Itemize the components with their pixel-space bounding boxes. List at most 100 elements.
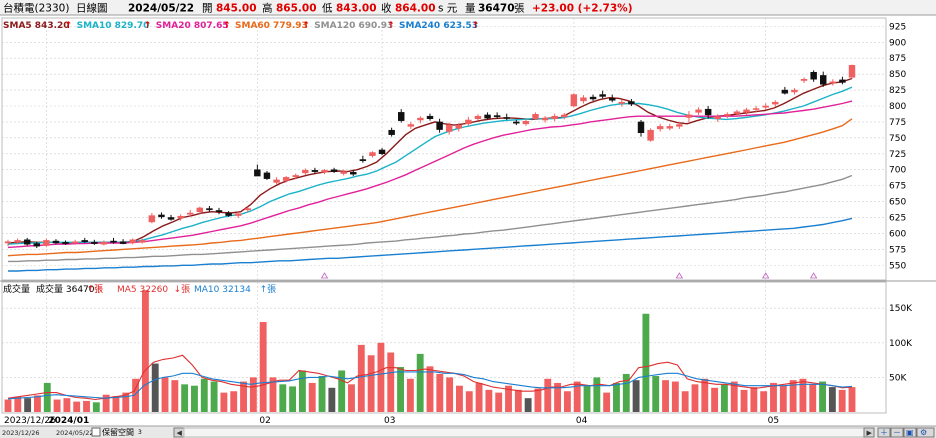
ma-legend-arrow: ↑	[387, 21, 395, 31]
volume-bar	[289, 386, 297, 412]
candlesticks	[4, 64, 856, 249]
candle-body	[14, 240, 21, 243]
volume-bar	[505, 385, 512, 412]
candle	[350, 169, 357, 177]
volume-bar	[210, 381, 218, 412]
zoom-out-button[interactable]	[890, 427, 904, 438]
candle-body	[465, 119, 472, 125]
ma-legend-item: SMA10 829.70	[77, 21, 150, 31]
ma-legend-item: SMA5 843.20	[3, 21, 70, 31]
candle-body	[139, 240, 146, 243]
candle-body	[609, 98, 616, 101]
candle-body	[532, 114, 539, 119]
volume-bar	[652, 376, 660, 412]
volume-bar	[720, 384, 728, 412]
ma-line-sma240	[8, 217, 853, 272]
volume-value: 36470	[478, 3, 515, 15]
ma-line-sma5	[7, 77, 853, 244]
ma-legend-item: SMA240 623.53	[399, 21, 478, 31]
candle-body	[91, 242, 98, 244]
candle	[234, 211, 242, 219]
candle	[503, 113, 510, 121]
candle-body	[676, 124, 683, 127]
volume-bar	[348, 384, 355, 412]
fit-view-icon: ▣	[906, 428, 914, 437]
candle	[599, 90, 606, 99]
candle-body	[71, 241, 79, 244]
ma-legend-item: SMA60 779.93	[235, 21, 308, 31]
date-tick-label: 03	[384, 416, 395, 426]
open-label: 開	[202, 3, 213, 15]
volume-bar	[662, 380, 669, 412]
chevron-left-icon: ◀	[177, 429, 183, 437]
volume-bar	[573, 381, 581, 412]
volume-bar	[406, 378, 414, 412]
event-marker-icon[interactable]	[761, 272, 770, 279]
candle	[206, 206, 213, 212]
volume-legend-item: 成交量 36470	[36, 283, 95, 295]
event-marker-icon[interactable]	[320, 272, 329, 279]
candle-body	[311, 170, 319, 172]
volume-legend-item: MA5 32260	[117, 285, 168, 295]
settings-button[interactable]	[916, 427, 935, 438]
candle-body	[292, 175, 299, 177]
volume-bar	[102, 394, 110, 412]
event-marker-icon[interactable]	[809, 272, 818, 279]
volume-bar	[622, 373, 630, 412]
zoom-in-button[interactable]	[877, 427, 891, 438]
candle	[839, 76, 846, 85]
volume-bar	[151, 363, 159, 412]
candle-body	[791, 89, 798, 93]
high-label: 高	[262, 2, 273, 15]
candle	[119, 239, 127, 245]
candle	[589, 94, 597, 101]
volume-legend-arrow: ↑張	[260, 284, 277, 295]
candle-body	[148, 215, 156, 223]
event-marker-icon[interactable]	[675, 272, 684, 279]
chart-period[interactable]: 日線圖	[76, 2, 108, 15]
candle	[484, 112, 491, 120]
volume-bar	[63, 398, 71, 412]
volume-bar	[799, 378, 807, 412]
volume-bar	[73, 401, 81, 412]
candle-body	[848, 64, 856, 78]
candle	[129, 238, 136, 245]
candle	[580, 95, 587, 104]
volume-bar	[671, 381, 679, 412]
candle	[791, 88, 798, 95]
candle	[398, 109, 405, 123]
candle	[282, 176, 290, 183]
volume-bar	[279, 384, 287, 412]
scroll-right-button[interactable]	[863, 427, 875, 438]
candle	[426, 113, 434, 121]
candle-body	[407, 124, 415, 127]
price-tick-label: 650	[889, 198, 906, 208]
fit-view-button[interactable]	[903, 427, 917, 438]
candle	[177, 214, 184, 221]
volume-bar	[24, 398, 32, 412]
volume-bar	[603, 392, 611, 412]
volume-bar	[681, 391, 689, 412]
candle	[407, 121, 415, 129]
candle	[110, 237, 117, 244]
volume-bar	[298, 370, 306, 412]
candle	[532, 112, 539, 121]
candle-body	[167, 217, 175, 220]
volume-bar	[730, 381, 738, 412]
candle	[23, 237, 31, 246]
reserve-space-checkbox[interactable]	[91, 427, 101, 437]
candle-body	[637, 121, 645, 134]
ma-line-sma20	[7, 100, 853, 249]
volume-bar	[554, 382, 562, 412]
candle	[14, 238, 21, 245]
volume-bar	[230, 391, 238, 412]
volume-legend: 成交量 成交量 36470↑張 MA5 32260 ↓張 MA10 32134 ↑張	[3, 283, 276, 295]
volume-bar	[691, 384, 699, 412]
candle	[215, 207, 223, 215]
candle-body	[772, 101, 779, 105]
candle-body	[196, 207, 204, 212]
volume-bars	[4, 290, 856, 412]
candle	[378, 148, 386, 156]
time-scrollbar-track[interactable]	[183, 427, 865, 438]
